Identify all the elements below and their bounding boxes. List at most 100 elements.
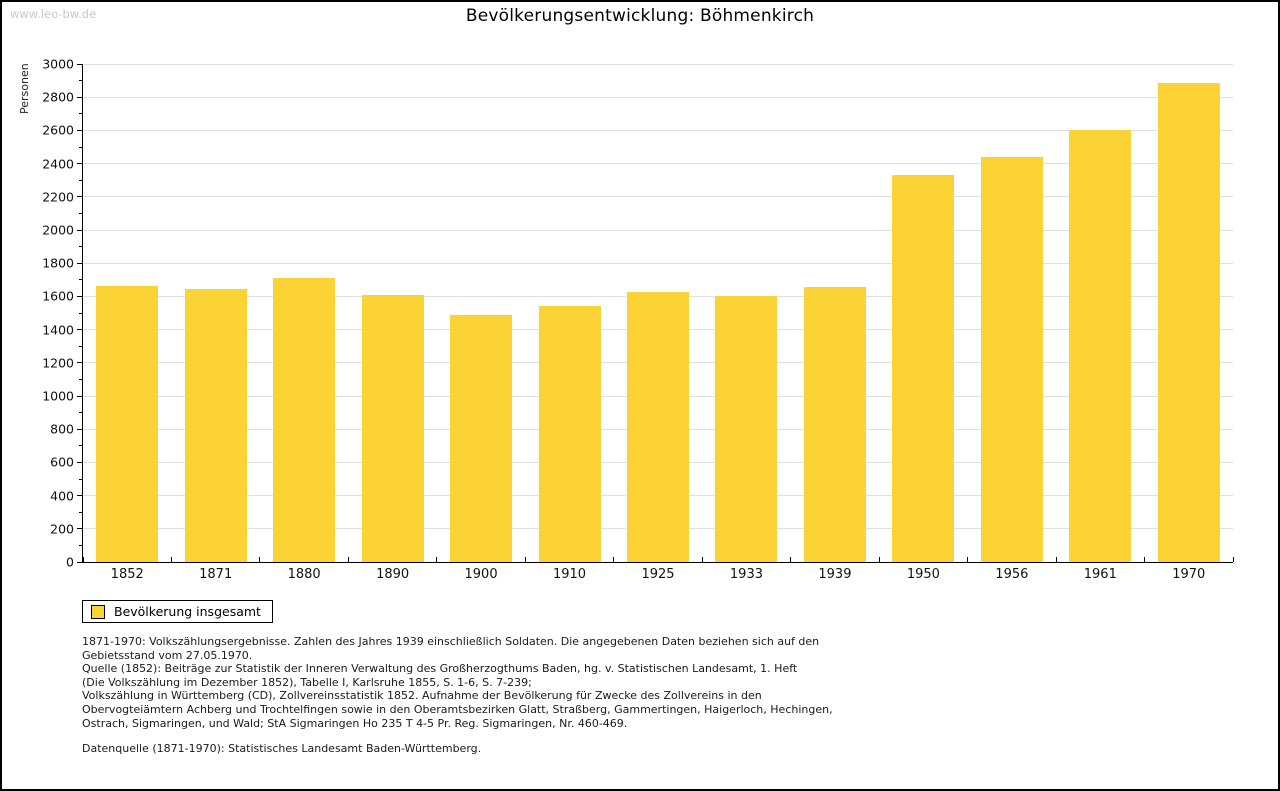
y-axis-tick [77,163,83,165]
y-axis-minor-tick [79,279,83,281]
y-axis-tick [77,362,83,364]
y-axis-tick [77,96,83,98]
chart-title: Bevölkerungsentwicklung: Böhmenkirch [465,6,815,26]
x-axis-label: 1890 [376,567,410,582]
footnote-line: Volkszählung in Württemberg (CD), Zollve… [82,689,762,703]
y-axis-label: 2800 [42,89,74,105]
y-axis-minor-tick [79,412,83,414]
plot-area: 0 200 400 600 800 1000 1200 1400 1600 1800 2000 220… [42,57,1234,582]
y-axis-label: 2200 [42,189,74,205]
bar [980,157,1043,562]
x-axis-label: 1939 [818,567,852,582]
x-axis-label: 1961 [1083,567,1117,582]
bar [1069,130,1132,562]
x-axis-label: 1933 [729,567,763,582]
y-axis-label: 1400 [42,322,74,338]
x-axis-label: 1956 [995,567,1029,582]
y-axis-label: 800 [50,421,74,437]
x-axis-tick [1232,557,1234,562]
y-axis-title: Personen [18,63,31,114]
y-axis-tick [77,395,83,397]
x-axis-tick [701,557,703,562]
y-axis-minor-tick [79,478,83,480]
x-axis-label: 1880 [287,567,321,582]
y-axis-minor-tick [79,113,83,115]
y-axis-label: 2600 [42,122,74,138]
y-axis-label: 2000 [42,222,74,238]
y-axis-minor-tick [79,544,83,546]
y-axis-minor-tick [79,345,83,347]
y-axis-minor-tick [79,378,83,380]
y-axis-label: 1200 [42,355,74,371]
y-axis-label: 200 [50,521,74,537]
bar [627,292,689,562]
y-axis-tick [77,528,83,530]
bar [538,306,601,562]
footnote-line: Gebietsstand vom 27.05.1970. [82,648,253,662]
x-axis-tick [259,557,261,562]
y-axis-tick [77,129,83,131]
x-axis-tick [790,557,792,562]
y-axis-label: 1000 [42,388,74,404]
y-axis-minor-tick [79,511,83,513]
y-axis-minor-tick [79,146,83,148]
y-axis-label: 400 [50,488,74,504]
x-axis-label: 1910 [552,567,587,582]
y-axis-minor-tick [79,80,83,82]
x-axis-tick [436,557,438,562]
y-axis-tick [77,561,83,563]
y-axis-tick [77,461,83,463]
y-axis-minor-tick [79,445,83,447]
footnote-line: Ostrach, Sigmaringen, und Wald; StA Sigm… [82,716,628,730]
y-axis-minor-tick [79,179,83,181]
data-source-line: Datenquelle (1871-1970): Statistisches L… [82,742,482,755]
footnote-line: 1871-1970: Volkszählungsergebnisse. Zahl… [82,635,820,648]
y-axis-minor-tick [79,312,83,314]
y-axis-minor-tick [79,246,83,248]
y-axis-minor-tick [79,212,83,214]
bar [361,295,424,562]
bar [803,287,866,562]
footnotes: 1871-1970: Volkszählungsergebnisse. Zahl… [82,635,833,730]
gridline [83,129,1233,131]
bar [715,296,778,562]
y-axis-label: 2400 [42,156,74,172]
bar [892,175,955,562]
y-axis-label: 1600 [42,288,74,304]
x-axis-label: 1950 [906,567,940,582]
y-axis-label: 0 [66,554,74,570]
x-axis-tick [1144,557,1146,562]
bar [273,278,336,562]
x-axis-label: 1852 [110,567,144,582]
x-axis-tick [967,557,969,562]
y-axis-tick [77,262,83,264]
x-axis-tick [1055,557,1057,562]
x-axis-tick [613,557,615,562]
y-axis-tick [77,295,83,297]
y-axis-tick [77,229,83,231]
y-axis-tick [77,329,83,331]
x-axis-label: 1970 [1172,567,1206,582]
x-axis-label: 1925 [641,567,675,582]
y-axis-label: 600 [50,454,74,470]
bar [1157,83,1220,562]
bar [184,289,247,562]
y-axis-label: 1800 [42,255,74,271]
legend-label: Bevölkerung insgesamt [114,604,261,619]
x-axis-tick [524,557,526,562]
y-axis-tick [77,196,83,198]
footnote-line: Obervogteiämtern Achberg und Trochtelfin… [82,702,833,716]
x-axis-tick [347,557,349,562]
bar [450,315,513,562]
y-axis-tick [77,495,83,497]
x-axis-tick [170,557,172,562]
watermark: www.leo-bw.de [10,7,97,21]
gridline [83,163,1233,165]
gridline [83,96,1233,98]
x-axis-tick [82,557,84,562]
gridline [83,262,1233,264]
gridline [83,196,1233,198]
legend: Bevölkerung insgesamt [82,600,273,623]
bar [96,286,159,562]
